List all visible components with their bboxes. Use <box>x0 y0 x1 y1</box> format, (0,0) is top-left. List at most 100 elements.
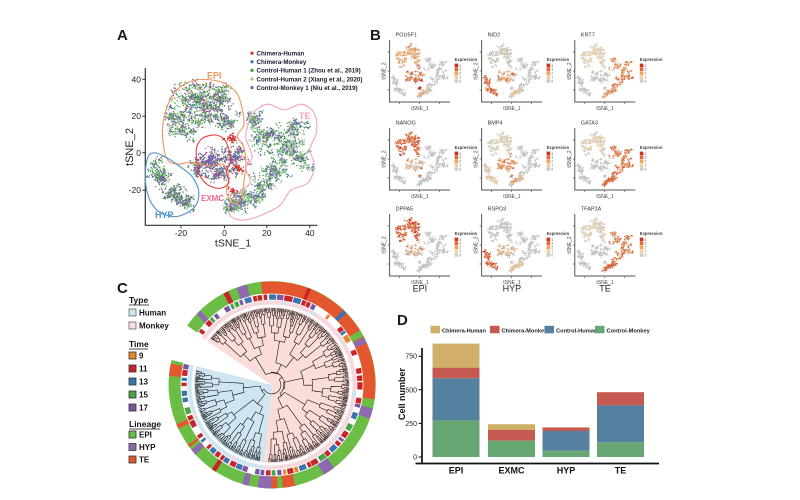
svg-text:D: D <box>397 312 408 329</box>
svg-text:11: 11 <box>139 365 148 374</box>
svg-text:tSNE_1: tSNE_1 <box>596 194 613 200</box>
svg-text:0: 0 <box>645 79 647 83</box>
svg-text:Lineage: Lineage <box>129 419 161 429</box>
svg-text:2: 2 <box>459 246 461 250</box>
svg-text:750: 750 <box>405 354 417 361</box>
svg-text:4: 4 <box>645 64 647 68</box>
svg-text:17: 17 <box>139 404 148 413</box>
svg-text:Expression: Expression <box>547 57 570 62</box>
svg-text:EPI: EPI <box>207 71 222 81</box>
svg-text:250: 250 <box>405 421 417 428</box>
svg-text:EXMC: EXMC <box>201 194 224 203</box>
svg-text:3: 3 <box>459 68 461 72</box>
svg-text:3: 3 <box>645 156 647 160</box>
svg-text:2: 2 <box>459 160 461 164</box>
svg-text:Human: Human <box>139 309 166 318</box>
svg-text:3: 3 <box>551 156 553 160</box>
svg-text:tSNE_1: tSNE_1 <box>411 280 428 286</box>
svg-text:TE: TE <box>139 456 150 465</box>
svg-text:tSNE_2: tSNE_2 <box>474 150 480 167</box>
svg-text:4: 4 <box>645 152 647 156</box>
svg-text:13: 13 <box>139 378 148 387</box>
svg-text:Expression: Expression <box>640 57 663 62</box>
svg-text:1: 1 <box>645 164 647 168</box>
svg-text:tSNE_1: tSNE_1 <box>596 106 613 112</box>
svg-text:tSNE_1: tSNE_1 <box>503 106 520 112</box>
svg-text:Cell number: Cell number <box>397 368 407 421</box>
svg-text:1: 1 <box>645 250 647 254</box>
svg-text:1: 1 <box>459 250 461 254</box>
svg-text:2: 2 <box>551 246 553 250</box>
svg-text:0: 0 <box>222 228 227 238</box>
svg-text:HYP: HYP <box>139 443 156 452</box>
svg-text:4: 4 <box>459 64 461 68</box>
svg-text:1: 1 <box>551 250 553 254</box>
svg-text:tSNE_2: tSNE_2 <box>124 128 136 166</box>
svg-text:9: 9 <box>139 352 144 361</box>
svg-text:EPI: EPI <box>449 466 464 476</box>
svg-text:1: 1 <box>551 76 553 80</box>
svg-text:tSNE_2: tSNE_2 <box>567 62 573 79</box>
svg-text:tSNE_1: tSNE_1 <box>215 238 251 250</box>
svg-text:1: 1 <box>459 76 461 80</box>
svg-text:Chimera-Monkey: Chimera-Monkey <box>257 59 307 66</box>
svg-text:3: 3 <box>551 242 553 246</box>
svg-text:40: 40 <box>305 228 315 238</box>
svg-text:0: 0 <box>551 79 553 83</box>
svg-text:HYP: HYP <box>155 210 174 220</box>
svg-text:KRT7: KRT7 <box>581 33 595 39</box>
svg-text:tSNE_1: tSNE_1 <box>503 280 520 286</box>
svg-text:NANOG: NANOG <box>396 121 416 127</box>
svg-text:1: 1 <box>645 76 647 80</box>
svg-text:15: 15 <box>139 391 148 400</box>
svg-text:2: 2 <box>459 72 461 76</box>
svg-text:Chimera-Human: Chimera-Human <box>257 51 305 58</box>
svg-text:EPI: EPI <box>413 284 428 294</box>
svg-text:2: 2 <box>645 160 647 164</box>
svg-text:20: 20 <box>132 111 142 121</box>
svg-text:B: B <box>370 27 381 44</box>
svg-text:Chimera-Monkey: Chimera-Monkey <box>502 328 549 334</box>
svg-text:Chimera-Human: Chimera-Human <box>442 328 486 334</box>
svg-text:Expression: Expression <box>455 57 478 62</box>
svg-text:Monkey: Monkey <box>139 322 169 331</box>
svg-text:Control-Human 2 (Xiang et al.,: Control-Human 2 (Xiang et al., 2020) <box>257 76 363 83</box>
svg-text:tSNE_2: tSNE_2 <box>382 62 388 79</box>
svg-text:0: 0 <box>645 167 647 171</box>
svg-text:TE: TE <box>299 111 311 121</box>
svg-text:Expression: Expression <box>455 145 478 150</box>
svg-text:500: 500 <box>405 387 417 394</box>
svg-text:3: 3 <box>551 68 553 72</box>
svg-text:Expression: Expression <box>547 145 570 150</box>
svg-text:C: C <box>117 280 128 297</box>
svg-text:2: 2 <box>551 72 553 76</box>
svg-text:1: 1 <box>551 164 553 168</box>
svg-text:tSNE_1: tSNE_1 <box>596 280 613 286</box>
svg-text:0: 0 <box>136 148 141 158</box>
svg-text:Control-Human: Control-Human <box>556 328 598 334</box>
svg-text:TE: TE <box>599 284 611 294</box>
svg-text:tSNE_1: tSNE_1 <box>411 194 428 200</box>
svg-text:Expression: Expression <box>640 231 663 236</box>
svg-text:Control-Monkey: Control-Monkey <box>607 328 651 334</box>
svg-text:-20: -20 <box>129 185 142 195</box>
svg-text:TE: TE <box>615 466 627 476</box>
svg-text:tSNE_2: tSNE_2 <box>567 236 573 253</box>
svg-text:Expression: Expression <box>455 231 478 236</box>
svg-text:1: 1 <box>459 164 461 168</box>
svg-text:BMP4: BMP4 <box>488 121 503 127</box>
svg-text:4: 4 <box>551 238 553 242</box>
svg-text:40: 40 <box>132 74 142 84</box>
svg-text:0: 0 <box>459 79 461 83</box>
svg-text:3: 3 <box>459 242 461 246</box>
svg-text:4: 4 <box>551 152 553 156</box>
svg-text:tSNE_2: tSNE_2 <box>474 62 480 79</box>
svg-text:tSNE_2: tSNE_2 <box>382 236 388 253</box>
svg-text:2: 2 <box>645 72 647 76</box>
svg-text:HYP: HYP <box>557 466 576 476</box>
svg-text:2: 2 <box>551 160 553 164</box>
svg-text:20: 20 <box>262 228 272 238</box>
svg-text:3: 3 <box>459 156 461 160</box>
svg-text:3: 3 <box>645 242 647 246</box>
svg-text:HYP: HYP <box>503 284 522 294</box>
